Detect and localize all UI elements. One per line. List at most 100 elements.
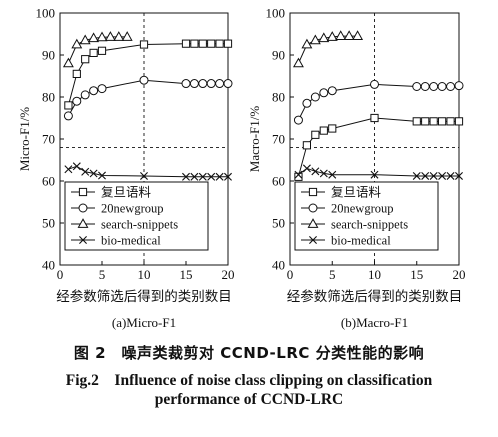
- y-axis-label: Macro-F1/%: [247, 106, 262, 173]
- data-point-x: [215, 172, 224, 181]
- data-point-triangle: [352, 30, 364, 40]
- data-point-circle: [446, 82, 456, 91]
- data-point-square: [223, 39, 233, 48]
- data-point-x: [98, 171, 106, 180]
- legend-marker-triangle: [307, 218, 319, 228]
- legend-label: bio-medical: [331, 234, 391, 248]
- legend-marker-triangle: [77, 218, 89, 228]
- y-tick-label: 60: [42, 174, 55, 189]
- y-tick-label: 40: [42, 258, 55, 273]
- data-point-x: [429, 171, 438, 180]
- y-tick-label: 90: [42, 48, 55, 63]
- data-point-triangle: [62, 57, 74, 68]
- chart-panel-b: 40 50 60 70 80 90 100 0 5 10 15 20 Macro-F1/% 经参数筛选后得…: [247, 6, 466, 331]
- series-triangle: [292, 30, 364, 68]
- data-point-x: [421, 171, 430, 180]
- legend-label: 复旦语料: [101, 185, 152, 200]
- legend-box: [64, 181, 209, 251]
- data-point-square: [294, 172, 303, 181]
- data-point-circle: [327, 86, 337, 96]
- y-tick-label: 70: [272, 132, 285, 147]
- figure-caption-chinese: 图 2 噪声类裁剪对 CCND-LRC 分类性能的影响: [73, 344, 425, 362]
- y-tick-label: 60: [272, 174, 285, 189]
- legend-item: search-snippets: [71, 218, 178, 232]
- series-x: [294, 164, 463, 180]
- chart-panel-a: 40 50 60 70 80 90 100 0 5 10 15 20 Micro-F1/% 经参数筛选后得…: [17, 6, 235, 331]
- data-point-circle: [72, 96, 82, 106]
- data-point-square: [72, 69, 81, 79]
- data-point-square: [181, 39, 191, 48]
- data-point-square: [89, 48, 98, 57]
- data-point-triangle: [121, 31, 133, 41]
- legend-marker-x: [309, 236, 317, 244]
- figure-caption-english-line2: performance of CCND-LRC: [154, 391, 344, 408]
- data-point-x: [328, 170, 337, 179]
- data-point-circle: [437, 82, 447, 91]
- data-point-triangle: [292, 57, 304, 68]
- data-point-square: [328, 124, 337, 133]
- data-point-triangle: [343, 30, 355, 40]
- data-point-circle: [80, 90, 90, 100]
- legend-marker-x: [79, 236, 87, 244]
- data-point-circle: [429, 82, 439, 91]
- data-point-square: [429, 117, 438, 126]
- data-point-circle: [139, 75, 149, 85]
- series-square: [294, 113, 464, 181]
- data-point-x: [446, 171, 455, 180]
- data-point-x: [370, 170, 379, 179]
- data-point-square: [139, 40, 149, 49]
- data-point-x: [140, 171, 148, 180]
- data-point-x: [412, 171, 421, 180]
- x-tick-label: 0: [287, 267, 294, 282]
- chart-subtitle: (b)Macro-F1: [341, 315, 408, 330]
- data-point-square: [97, 46, 107, 55]
- data-point-square: [302, 141, 311, 150]
- y-tick-label: 50: [42, 216, 55, 231]
- y-axis-label: Micro-F1/%: [17, 107, 32, 171]
- legend-marker-circle: [308, 203, 318, 213]
- x-tick-label: 10: [138, 267, 151, 282]
- legend-label: 20newgroup: [331, 202, 394, 216]
- legend-box: [294, 181, 439, 251]
- legend: 复旦语料 20newgroup search-snippets bio-medical: [64, 181, 209, 251]
- data-point-x: [64, 165, 73, 174]
- data-point-x: [198, 172, 207, 181]
- series-line: [298, 167, 459, 177]
- data-point-square: [64, 101, 73, 110]
- x-tick-label: 20: [222, 267, 235, 282]
- series-square: [64, 39, 233, 110]
- data-point-circle: [206, 79, 216, 89]
- data-point-triangle: [113, 31, 125, 41]
- legend-label: bio-medical: [101, 234, 161, 248]
- data-point-circle: [189, 79, 199, 89]
- data-point-square: [412, 117, 421, 126]
- data-point-square: [81, 55, 90, 64]
- x-tick-label: 15: [180, 267, 193, 282]
- x-tick-label: 5: [329, 267, 336, 282]
- y-tick-label: 100: [266, 6, 286, 21]
- data-point-square: [454, 117, 464, 126]
- series-x: [64, 162, 232, 181]
- data-point-triangle: [96, 31, 108, 42]
- data-point-circle: [370, 79, 379, 89]
- data-point-circle: [63, 111, 73, 121]
- data-point-circle: [412, 82, 422, 91]
- legend: 复旦语料 20newgroup search-snippets bio-medical: [294, 181, 439, 251]
- legend-item: 复旦语料: [71, 185, 152, 200]
- data-point-triangle: [71, 38, 83, 49]
- legend-marker-circle: [78, 203, 88, 213]
- legend-marker-square: [308, 187, 318, 197]
- data-point-triangle: [335, 30, 347, 40]
- x-tick-label: 15: [410, 267, 423, 282]
- x-tick-label: 5: [99, 267, 106, 282]
- data-point-triangle: [318, 32, 330, 43]
- legend-label: search-snippets: [101, 218, 178, 232]
- y-tick-label: 80: [272, 90, 285, 105]
- data-point-square: [198, 39, 207, 48]
- data-point-x: [89, 169, 98, 178]
- legend-label: search-snippets: [331, 218, 408, 232]
- y-tick-label: 90: [272, 48, 285, 63]
- data-point-x: [81, 167, 90, 176]
- data-point-triangle: [309, 34, 321, 45]
